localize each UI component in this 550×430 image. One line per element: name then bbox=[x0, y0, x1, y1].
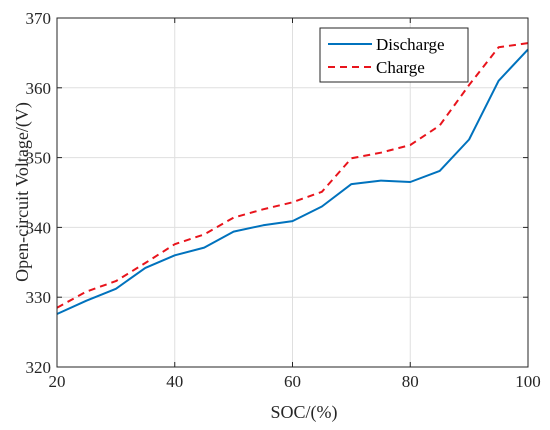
x-tick-label-80: 80 bbox=[402, 372, 419, 391]
series-line-charge bbox=[56, 42, 529, 309]
y-tick-label-350: 350 bbox=[26, 149, 52, 168]
x-axis-title: SOC/(%) bbox=[271, 402, 338, 423]
legend-label-discharge: Discharge bbox=[376, 35, 445, 54]
legend-label-charge: Charge bbox=[376, 58, 425, 77]
axes-frame bbox=[56, 17, 529, 368]
x-tick-label-100: 100 bbox=[515, 372, 541, 391]
x-tick-label-60: 60 bbox=[284, 372, 301, 391]
y-tick-label-330: 330 bbox=[26, 288, 52, 307]
y-tick-label-370: 370 bbox=[26, 9, 52, 28]
x-tick-label-40: 40 bbox=[166, 372, 183, 391]
series-lines bbox=[56, 42, 529, 315]
legend-box bbox=[319, 27, 469, 83]
legend: Discharge Charge bbox=[319, 27, 469, 83]
y-axis-title: Open-circuit Voltage/(V) bbox=[12, 102, 33, 282]
series-line-discharge bbox=[56, 48, 529, 315]
tick-labels: 20 40 60 80 100 320 330 340 350 360 370 bbox=[26, 9, 541, 391]
y-tick-label-320: 320 bbox=[26, 358, 52, 377]
y-tick-label-340: 340 bbox=[26, 218, 52, 237]
x-tick-label-20: 20 bbox=[49, 372, 66, 391]
y-tick-label-360: 360 bbox=[26, 79, 52, 98]
